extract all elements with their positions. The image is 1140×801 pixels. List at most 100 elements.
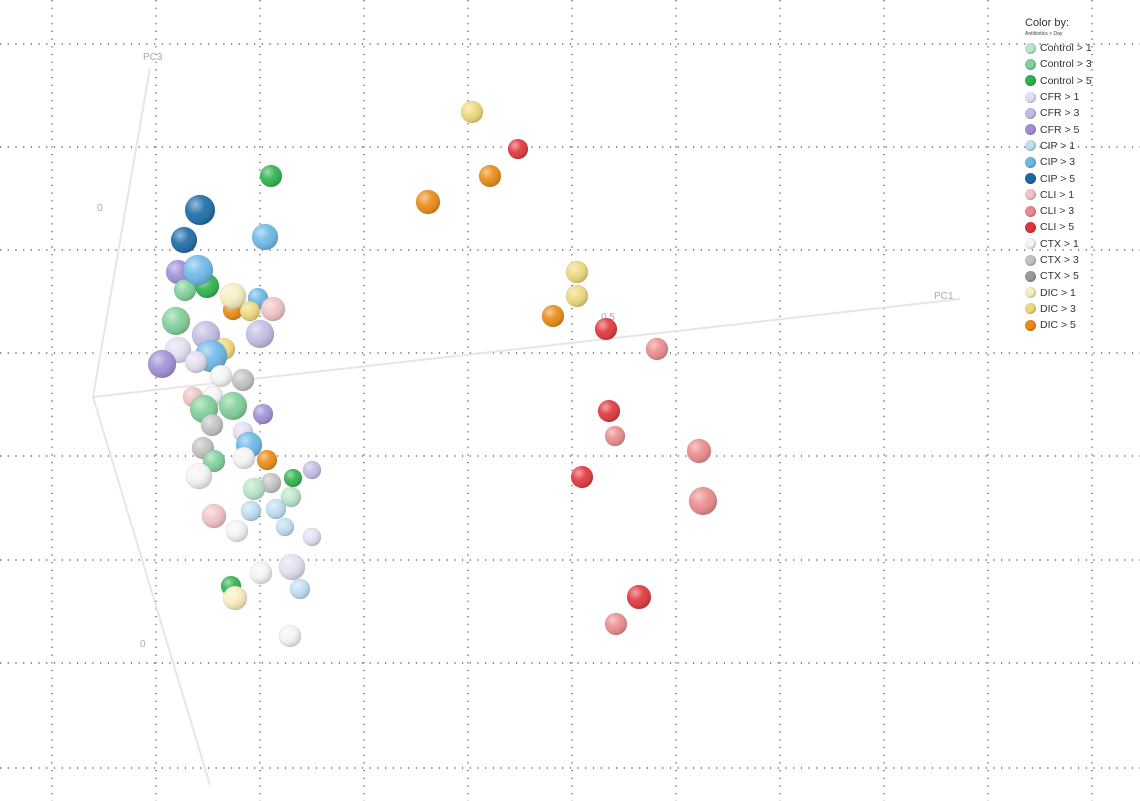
data-point-shading [416, 190, 440, 214]
legend-label: CLI > 1 [1040, 188, 1075, 201]
legend-label: CIP > 3 [1040, 156, 1076, 169]
pc3-axis-label: PC3 [143, 52, 163, 63]
data-point-shading [240, 301, 260, 321]
data-point [541, 304, 565, 328]
pc2-tick-label: 0 [140, 639, 146, 650]
legend-label: Control > 5 [1040, 74, 1092, 87]
legend-item: CLI > 1 [1025, 187, 1135, 203]
data-point-shading [627, 585, 651, 609]
data-point-shading [571, 466, 593, 488]
data-point-shading [243, 478, 265, 500]
data-point-shading [253, 404, 273, 424]
data-point [565, 260, 589, 284]
legend-swatch [1025, 205, 1036, 217]
data-point [222, 585, 248, 611]
data-point [278, 624, 302, 648]
legend-label: Control > 3 [1040, 58, 1092, 71]
legend-swatch [1025, 270, 1036, 282]
legend-item: Control > 1 [1025, 40, 1135, 56]
data-point [245, 319, 275, 349]
pc3-axis-line [92, 67, 151, 398]
data-point [289, 578, 311, 600]
data-point [265, 498, 287, 520]
data-point-shading [232, 369, 254, 391]
legend-label: CFR > 5 [1040, 123, 1080, 136]
legend-item: CFR > 5 [1025, 121, 1135, 137]
data-point [232, 446, 256, 470]
legend-swatch [1025, 173, 1036, 185]
legend-label: DIC > 3 [1040, 302, 1076, 315]
data-point-shading [210, 365, 232, 387]
legend-swatch [1025, 319, 1036, 331]
data-point [184, 350, 208, 374]
data-point [225, 519, 249, 543]
legend-item: CLI > 5 [1025, 219, 1135, 235]
data-point-shading [290, 579, 310, 599]
data-point-shading [185, 195, 215, 225]
data-point [185, 462, 213, 490]
legend-swatch [1025, 58, 1036, 70]
data-point [161, 306, 191, 336]
data-point-shading [246, 320, 274, 348]
data-point [201, 503, 227, 529]
data-point-shading [284, 469, 302, 487]
legend-label: CTX > 5 [1040, 270, 1079, 283]
data-point-shading [687, 439, 711, 463]
data-point-shading [598, 400, 620, 422]
data-point-shading [202, 504, 226, 528]
legend-item: CFR > 3 [1025, 105, 1135, 121]
data-point-shading [183, 255, 213, 285]
legend-item: CTX > 5 [1025, 268, 1135, 284]
legend-item: CTX > 3 [1025, 252, 1135, 268]
legend-swatch [1025, 156, 1036, 168]
pc2-axis-line [92, 396, 211, 786]
data-point-shading [279, 554, 305, 580]
legend-swatch [1025, 42, 1036, 54]
data-point [275, 517, 295, 537]
legend-label: CTX > 3 [1040, 254, 1079, 266]
legend-item: CIP > 3 [1025, 154, 1135, 170]
legend-swatch [1025, 189, 1036, 201]
data-point [259, 164, 283, 188]
data-point-shading [174, 279, 196, 301]
legend-swatch [1025, 75, 1036, 87]
legend-label: CTX > 1 [1040, 237, 1079, 250]
legend-item: Control > 3 [1025, 56, 1135, 72]
data-point-shading [185, 351, 207, 373]
data-point [209, 364, 233, 388]
data-point-shading [223, 586, 247, 610]
legend-label: DIC > 5 [1040, 319, 1076, 332]
data-point-shading [186, 463, 212, 489]
data-points [147, 100, 718, 648]
legend-item: Control > 5 [1025, 73, 1135, 89]
data-point-shading [279, 625, 301, 647]
data-point-shading [220, 283, 246, 309]
legend-item: CIP > 1 [1025, 138, 1135, 154]
data-point-shading [226, 520, 248, 542]
data-point [200, 413, 224, 437]
legend-item: CTX > 1 [1025, 236, 1135, 252]
data-point-shading [276, 518, 294, 536]
data-point [686, 438, 712, 464]
data-point-shading [233, 447, 255, 469]
legend-swatch [1025, 254, 1036, 266]
legend-label: CIP > 5 [1040, 172, 1076, 185]
data-point-shading [508, 139, 528, 159]
data-point [594, 317, 618, 341]
data-point [260, 296, 286, 322]
data-point-shading [261, 473, 281, 493]
data-point [645, 337, 669, 361]
data-point-shading [303, 528, 321, 546]
data-point-shading [257, 450, 277, 470]
data-point [688, 486, 718, 516]
data-point [278, 553, 306, 581]
data-point [218, 391, 248, 421]
legend-swatch [1025, 238, 1036, 250]
data-point [231, 368, 255, 392]
axes-3d: PC1 PC3 0.5 0 0 [92, 52, 961, 786]
legend-label: DIC > 1 [1040, 286, 1076, 299]
data-point-shading [203, 450, 225, 472]
legend-label: CLI > 5 [1040, 221, 1075, 234]
